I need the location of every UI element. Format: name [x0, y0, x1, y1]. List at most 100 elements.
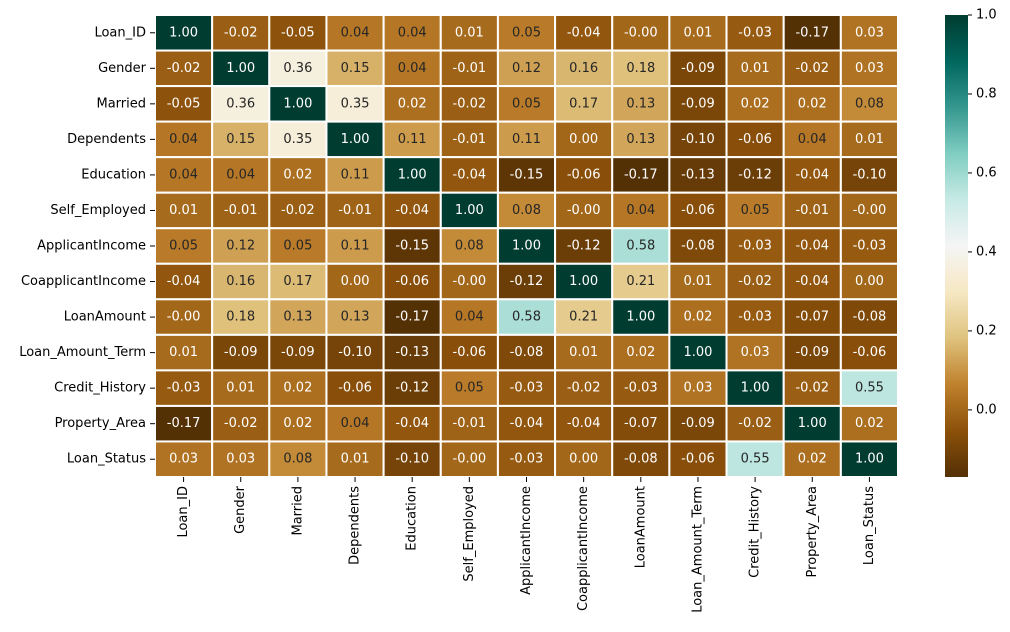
y-tick-label: Self_Employed: [50, 203, 146, 218]
heatmap-cell-value: 0.58: [512, 310, 541, 325]
heatmap-cell-value: 0.55: [741, 452, 770, 467]
heatmap-cell-value: -0.02: [795, 381, 829, 396]
heatmap-cell-value: 0.16: [569, 61, 598, 76]
x-tick-label: Credit_History: [748, 486, 763, 578]
heatmap-cell-value: -0.06: [338, 381, 372, 396]
x-tick-label: Education: [405, 486, 420, 551]
heatmap-cell-loan_amount_term-education: [382, 333, 442, 372]
heatmap-cell-value: -0.01: [224, 203, 258, 218]
heatmap-cell-value: -0.00: [567, 203, 601, 218]
heatmap-cell-value: -0.03: [510, 381, 544, 396]
heatmap-cell-self_employed-dependents: [325, 191, 385, 230]
colorbar-gradient: [945, 15, 968, 477]
heatmap-cell-value: 0.08: [512, 203, 541, 218]
heatmap-cell-value: 0.13: [341, 310, 370, 325]
heatmap-cell-value: -0.09: [681, 61, 715, 76]
heatmap-cell-value: -0.10: [338, 345, 372, 360]
heatmap-cell-value: 0.13: [283, 310, 312, 325]
heatmap-cell-value: -0.06: [853, 345, 887, 360]
colorbar-ticks: 0.0 0.2 0.4 0.6 0.8 1.0: [968, 8, 997, 417]
heatmap-cell-value: 0.04: [455, 310, 484, 325]
heatmap-cell-value: -0.08: [681, 239, 715, 254]
heatmap-cell-loan_status-loan_status: [839, 440, 899, 478]
heatmap-cell-value: 0.02: [855, 416, 884, 431]
heatmap-cell-value: 0.11: [512, 132, 541, 147]
heatmap-cell-education-applicantincome: [496, 156, 557, 194]
heatmap-cell-value: -0.03: [738, 25, 772, 40]
heatmap-cell-credit_history-gender: [211, 369, 271, 407]
heatmap-cell-value: -0.04: [395, 203, 429, 218]
heatmap-cell-value: 0.11: [398, 132, 427, 147]
heatmap-cell-loan_id-property_area: [782, 14, 842, 52]
heatmap-cell-value: 1.00: [569, 274, 598, 289]
heatmap-cell-loan_status-property_area: [782, 440, 842, 478]
heatmap-cell-value: 0.03: [683, 381, 712, 396]
heatmap-cell-value: 0.04: [226, 167, 255, 182]
heatmap-cell-value: 0.58: [626, 239, 655, 254]
heatmap-cell-value: 0.02: [283, 416, 312, 431]
heatmap-cell-loanamount-credit_history: [725, 298, 785, 336]
heatmap-cell-self_employed-property_area: [782, 191, 842, 230]
y-tick-label: Loan_Amount_Term: [19, 345, 146, 360]
heatmap-cell-value: 0.36: [226, 96, 255, 111]
heatmap-cell-value: -0.06: [567, 167, 601, 182]
y-tick-label: Dependents: [67, 132, 146, 147]
heatmap-cell-value: -0.06: [681, 452, 715, 467]
heatmap-cell-value: 0.01: [741, 61, 770, 76]
heatmap-cell-value: 0.17: [283, 274, 312, 289]
x-tick-label: Loan_Amount_Term: [690, 486, 705, 613]
heatmap-cell-value: -0.15: [510, 167, 544, 182]
heatmap-cell-value: -0.02: [795, 61, 829, 76]
heatmap-cell-applicantincome-loanamount: [611, 227, 671, 265]
colorbar-tick-label: 1.0: [976, 8, 997, 23]
heatmap-cell-education-married: [268, 156, 328, 194]
heatmap-cell-value: 0.16: [226, 274, 255, 289]
heatmap-cell-value: 0.04: [398, 61, 427, 76]
heatmap-cell-value: -0.02: [224, 25, 258, 40]
heatmap-cell-applicantincome-dependents: [325, 227, 385, 265]
heatmap-cell-value: -0.09: [681, 96, 715, 111]
heatmap-cell-self_employed-loan_id: [154, 191, 214, 230]
heatmap-cell-self_employed-coapplicantincome: [554, 191, 614, 230]
heatmap-cell-value: 0.01: [169, 345, 198, 360]
heatmap-cell-value: 0.02: [798, 452, 827, 467]
heatmap-cell-value: -0.03: [853, 239, 887, 254]
heatmap-cell-married-education: [382, 85, 442, 123]
heatmap-cell-value: 1.00: [341, 132, 370, 147]
heatmap-cell-value: 0.04: [169, 167, 198, 182]
heatmap-cell-value: -0.01: [338, 203, 372, 218]
heatmap-cell-value: -0.04: [795, 167, 829, 182]
heatmap-cell-value: -0.05: [167, 96, 201, 111]
heatmap-cell-value: 0.05: [512, 96, 541, 111]
heatmap-cell-value: 0.21: [626, 274, 655, 289]
heatmap-cell-value: -0.02: [738, 274, 772, 289]
heatmap-cell-value: 0.04: [798, 132, 827, 147]
heatmap-cell-value: -0.03: [738, 310, 772, 325]
heatmap-cell-credit_history-loan_status: [839, 369, 899, 407]
heatmap-cell-value: 0.01: [341, 452, 370, 467]
heatmap-cell-credit_history-property_area: [782, 369, 842, 407]
x-tick-label: LoanAmount: [633, 486, 648, 568]
heatmap-cell-gender-applicantincome: [496, 49, 557, 88]
heatmap-cell-value: -0.13: [395, 345, 429, 360]
heatmap-cell-education-dependents: [325, 156, 385, 194]
x-tick-label: ApplicantIncome: [519, 486, 534, 595]
heatmap-cell-value: 0.03: [855, 25, 884, 40]
heatmap-cell-value: -0.06: [395, 274, 429, 289]
heatmap-cell-value: -0.06: [453, 345, 487, 360]
heatmap-cell-value: 1.00: [169, 25, 198, 40]
heatmap-cell-gender-self_employed: [439, 49, 499, 88]
heatmap-cell-value: 0.01: [169, 203, 198, 218]
x-tick-label: Loan_Status: [862, 486, 877, 565]
heatmap-cell-education-property_area: [782, 156, 842, 194]
heatmap-cell-loan_status-education: [382, 440, 442, 478]
heatmap-cell-value: -0.04: [567, 25, 601, 40]
x-axis: Loan_ID Gender Married Dependents Education S…: [176, 477, 877, 613]
heatmap-cell-value: -0.10: [853, 167, 887, 182]
heatmap-cell-value: 0.01: [683, 25, 712, 40]
heatmap-cell-value: -0.02: [453, 96, 487, 111]
heatmap-cell-value: -0.06: [681, 203, 715, 218]
heatmap-cell-value: -0.00: [453, 274, 487, 289]
heatmap-cell-value: 1.00: [226, 61, 255, 76]
y-tick-label: Loan_ID: [94, 25, 146, 40]
